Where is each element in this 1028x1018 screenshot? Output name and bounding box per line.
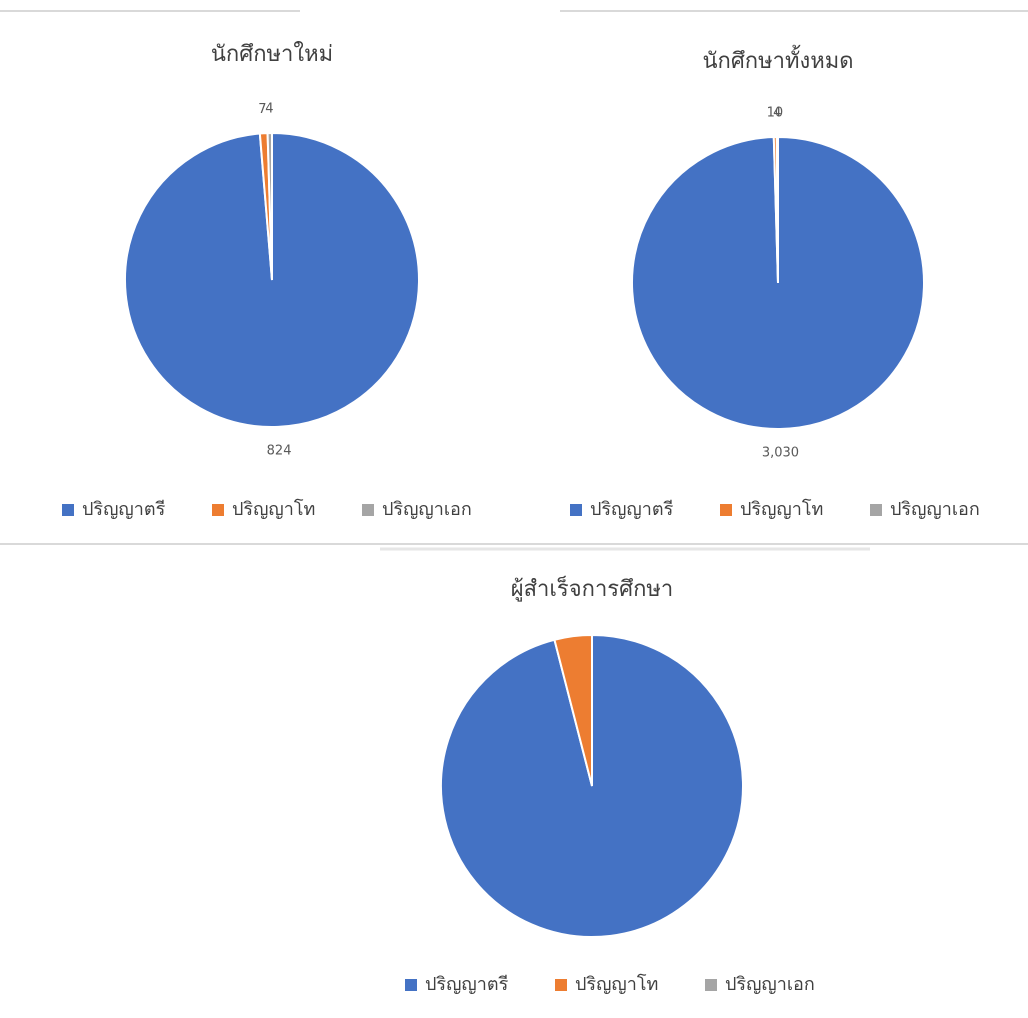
legend-label: ปริญญาตรี — [82, 499, 166, 520]
pie-slice — [553, 633, 593, 787]
legend-swatch — [705, 979, 717, 991]
legend-label: ปริญญาตรี — [590, 499, 674, 520]
data-label: 4 — [265, 102, 273, 117]
legend-swatch — [405, 979, 417, 991]
data-label: 10 — [767, 106, 784, 121]
legend-label: ปริญญาโท — [575, 973, 658, 995]
legend-swatch — [720, 504, 732, 516]
chart-title: นักศึกษาทั้งหมด — [702, 45, 853, 74]
legend-swatch — [555, 979, 567, 991]
pie-slice — [266, 131, 273, 281]
data-label: 824 — [267, 443, 292, 458]
legend-swatch — [362, 504, 374, 516]
legend-label: ปริญญาตรี — [425, 974, 509, 995]
chart-title: ผู้สำเร็จการศึกษา — [511, 574, 674, 602]
legend-swatch — [212, 504, 224, 516]
legend-label: ปริญญาโท — [232, 498, 315, 520]
legend-label: ปริญญาเอก — [725, 974, 815, 995]
legend-swatch — [570, 504, 582, 516]
legend-label: ปริญญาเอก — [890, 499, 980, 520]
legend-swatch — [870, 504, 882, 516]
legend-swatch — [62, 504, 74, 516]
legend-label: ปริญญาโท — [740, 498, 823, 520]
legend-label: ปริญญาเอก — [382, 499, 472, 520]
data-label: 3,030 — [762, 445, 799, 460]
data-label: 7 — [258, 102, 266, 117]
data-label: 4 — [773, 106, 781, 121]
pie-slice — [775, 135, 779, 284]
chart-title: นักศึกษาใหม่ — [211, 41, 333, 67]
